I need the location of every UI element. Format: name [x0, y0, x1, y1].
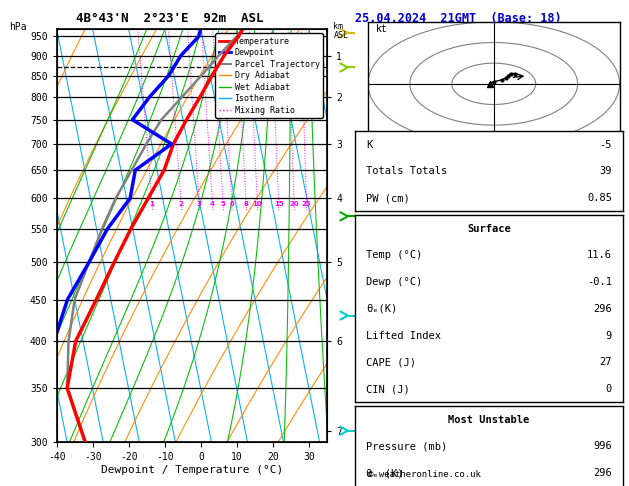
Text: 296: 296	[593, 304, 612, 314]
Text: 27: 27	[599, 357, 612, 367]
X-axis label: Dewpoint / Temperature (°C): Dewpoint / Temperature (°C)	[101, 465, 283, 475]
Text: Most Unstable: Most Unstable	[448, 415, 530, 425]
Text: θₑ (K): θₑ (K)	[366, 468, 404, 478]
Legend: Temperature, Dewpoint, Parcel Trajectory, Dry Adiabat, Wet Adiabat, Isotherm, Mi: Temperature, Dewpoint, Parcel Trajectory…	[215, 34, 323, 118]
Text: θₑ(K): θₑ(K)	[366, 304, 398, 314]
Text: 2: 2	[179, 201, 184, 207]
Text: 1: 1	[150, 201, 155, 207]
Text: 296: 296	[593, 468, 612, 478]
Text: 20: 20	[289, 201, 299, 207]
Text: © weatheronline.co.uk: © weatheronline.co.uk	[368, 469, 481, 479]
Text: 3: 3	[197, 201, 202, 207]
Text: 15: 15	[274, 201, 284, 207]
Text: Totals Totals: Totals Totals	[366, 166, 447, 176]
Text: 25.04.2024  21GMT  (Base: 18): 25.04.2024 21GMT (Base: 18)	[355, 12, 562, 25]
Text: 39: 39	[599, 166, 612, 176]
Text: 5: 5	[221, 201, 225, 207]
Text: CAPE (J): CAPE (J)	[366, 357, 416, 367]
Text: kt: kt	[376, 24, 388, 34]
Text: 0: 0	[606, 384, 612, 394]
Text: 6: 6	[230, 201, 234, 207]
Text: 10: 10	[253, 201, 262, 207]
Text: 4: 4	[210, 201, 215, 207]
Text: km
ASL: km ASL	[333, 22, 348, 40]
Text: -5: -5	[599, 139, 612, 150]
Text: -0.1: -0.1	[587, 277, 612, 287]
Text: Lifted Index: Lifted Index	[366, 330, 441, 341]
Text: 8: 8	[243, 201, 248, 207]
Text: 25: 25	[302, 201, 311, 207]
Text: K: K	[366, 139, 372, 150]
Text: Dewp (°C): Dewp (°C)	[366, 277, 422, 287]
Text: LCL: LCL	[310, 58, 325, 67]
Text: hPa: hPa	[9, 22, 27, 32]
Text: 4B°43'N  2°23'E  92m  ASL: 4B°43'N 2°23'E 92m ASL	[76, 12, 264, 25]
Text: 0.85: 0.85	[587, 193, 612, 203]
Text: PW (cm): PW (cm)	[366, 193, 410, 203]
Text: 996: 996	[593, 441, 612, 451]
Text: Surface: Surface	[467, 224, 511, 234]
Text: 11.6: 11.6	[587, 250, 612, 260]
Text: CIN (J): CIN (J)	[366, 384, 410, 394]
Text: 9: 9	[606, 330, 612, 341]
Text: Temp (°C): Temp (°C)	[366, 250, 422, 260]
Text: Pressure (mb): Pressure (mb)	[366, 441, 447, 451]
